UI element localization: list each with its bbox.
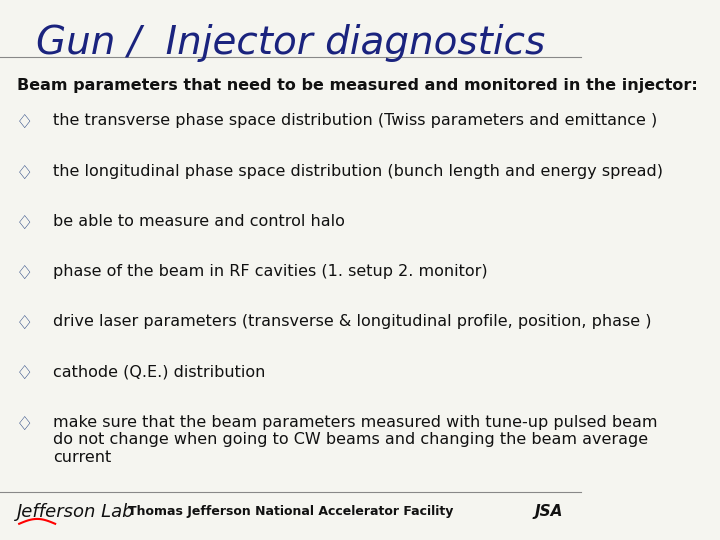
Text: Thomas Jefferson National Accelerator Facility: Thomas Jefferson National Accelerator Fa… [127,505,453,518]
Text: JSA: JSA [535,504,563,519]
Text: ♢: ♢ [16,264,33,283]
Text: ♢: ♢ [16,314,33,333]
Text: ♢: ♢ [16,214,33,233]
Text: drive laser parameters (transverse & longitudinal profile, position, phase ): drive laser parameters (transverse & lon… [53,314,652,329]
Text: cathode (Q.E.) distribution: cathode (Q.E.) distribution [53,364,266,380]
Text: the longitudinal phase space distribution (bunch length and energy spread): the longitudinal phase space distributio… [53,164,663,179]
Text: ♢: ♢ [16,415,33,434]
Text: Jefferson Lab: Jefferson Lab [17,503,135,521]
Text: Beam parameters that need to be measured and monitored in the injector:: Beam parameters that need to be measured… [17,78,698,93]
Text: make sure that the beam parameters measured with tune-up pulsed beam
do not chan: make sure that the beam parameters measu… [53,415,658,464]
Text: ♢: ♢ [16,113,33,132]
Text: phase of the beam in RF cavities (1. setup 2. monitor): phase of the beam in RF cavities (1. set… [53,264,488,279]
Text: ♢: ♢ [16,364,33,383]
Text: Gun /  Injector diagnostics: Gun / Injector diagnostics [35,24,545,62]
Text: ♢: ♢ [16,164,33,183]
Text: be able to measure and control halo: be able to measure and control halo [53,214,346,229]
Text: the transverse phase space distribution (Twiss parameters and emittance ): the transverse phase space distribution … [53,113,657,129]
